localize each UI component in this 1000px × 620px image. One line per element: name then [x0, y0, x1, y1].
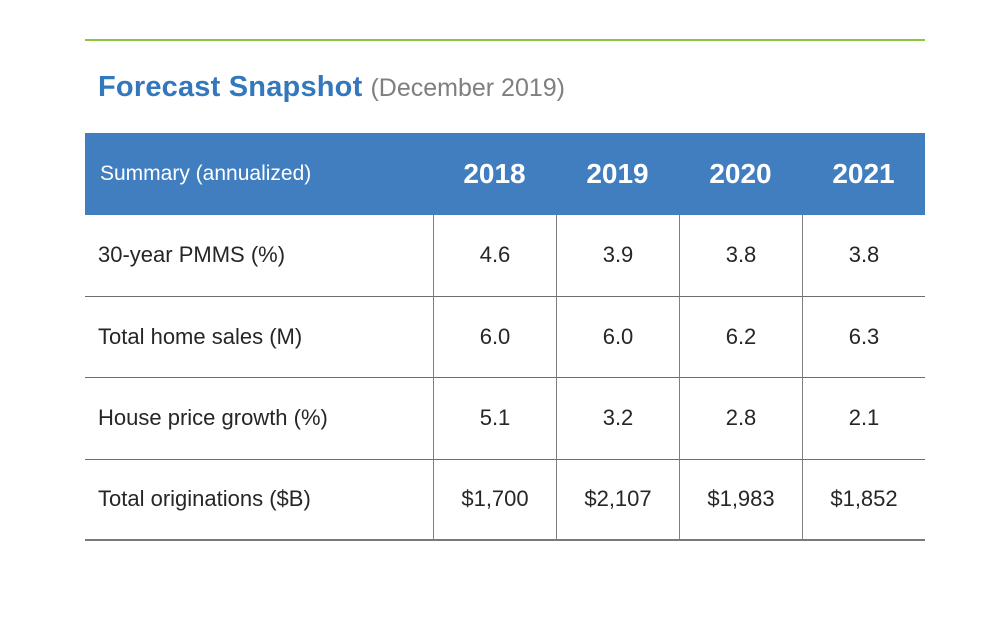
year-header-2018: 2018	[433, 133, 556, 215]
cell-originations-2021: $1,852	[802, 459, 925, 541]
cell-price-growth-2018: 5.1	[433, 378, 556, 460]
page-subtitle: (December 2019)	[370, 74, 565, 102]
row-label-home-sales: Total home sales (M)	[85, 297, 433, 378]
year-header-2020: 2020	[679, 133, 802, 215]
cell-originations-2020: $1,983	[679, 459, 802, 541]
row-label-pmms: 30-year PMMS (%)	[85, 215, 433, 297]
page-title: Forecast Snapshot	[98, 71, 363, 103]
year-header-2019: 2019	[556, 133, 679, 215]
cell-pmms-2019: 3.9	[556, 215, 679, 297]
corner-header: Summary (annualized)	[85, 133, 433, 215]
cell-home-sales-2018: 6.0	[433, 296, 556, 378]
cell-originations-2019: $2,107	[556, 459, 679, 541]
cell-pmms-2018: 4.6	[433, 215, 556, 297]
forecast-table: Summary (annualized) 2018 2019 2020 2021…	[85, 133, 925, 541]
cell-price-growth-2020: 2.8	[679, 378, 802, 460]
cell-price-growth-2021: 2.1	[802, 378, 925, 460]
year-header-2021: 2021	[802, 133, 925, 215]
cell-home-sales-2020: 6.2	[679, 296, 802, 378]
cell-pmms-2021: 3.8	[802, 215, 925, 297]
cell-home-sales-2021: 6.3	[802, 296, 925, 378]
title-line: Forecast Snapshot (December 2019)	[98, 71, 565, 104]
row-label-originations: Total originations ($B)	[85, 460, 433, 541]
cell-price-growth-2019: 3.2	[556, 378, 679, 460]
cell-home-sales-2019: 6.0	[556, 296, 679, 378]
cell-originations-2018: $1,700	[433, 459, 556, 541]
cell-pmms-2020: 3.8	[679, 215, 802, 297]
row-label-price-growth: House price growth (%)	[85, 378, 433, 460]
top-accent-rule	[85, 39, 925, 41]
